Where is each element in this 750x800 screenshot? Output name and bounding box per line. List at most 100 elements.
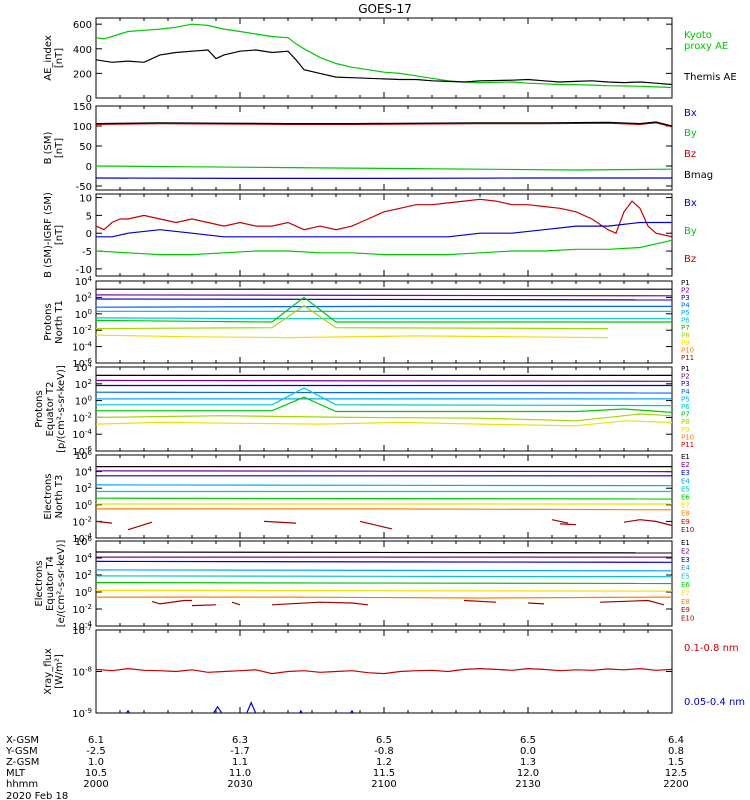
legend-entry: P3 xyxy=(681,380,690,388)
legend-entry: P10 xyxy=(681,347,694,355)
legend-entry: P9 xyxy=(681,339,690,347)
y-tick-label: 106 xyxy=(75,449,93,462)
footer-value: 2000 xyxy=(83,779,108,790)
legend-entry: E10 xyxy=(681,526,694,534)
footer-value: 6.4 xyxy=(668,735,684,746)
series-line-e8 xyxy=(96,596,672,599)
footer-value: 12.0 xyxy=(517,768,539,779)
panel-bigrf: -10 -5 0 5 10 B (SM)-IGRF (SM) [nT] Bx By Bz xyxy=(43,192,697,278)
series-line-p7 xyxy=(96,296,672,323)
legend-entry: P1 xyxy=(681,279,690,287)
y-tick-label: 104 xyxy=(75,275,93,288)
legend-entry: E9 xyxy=(681,518,690,526)
series-line-e7 xyxy=(96,589,672,592)
footer-value: 12.5 xyxy=(665,768,687,779)
series-line-p7 xyxy=(96,396,672,413)
legend-entry: E8 xyxy=(681,510,690,518)
footer-ephemeris: X-GSM 6.1 6.3 6.5 6.5 6.4 Y-GSM -2.5 -1.7 -0.8 0.0… xyxy=(5,735,689,800)
y-axis-label: [nT] xyxy=(54,225,65,245)
series-group xyxy=(96,667,672,713)
legend-entry: P11 xyxy=(681,354,694,362)
series-line-e2 xyxy=(96,470,672,473)
series-line-e9e xyxy=(551,519,569,524)
y-axis-label: AE_index xyxy=(43,35,54,81)
y-tick-label: 5 xyxy=(86,211,92,222)
legend-entry: Bz xyxy=(684,254,696,265)
legend-entry: E2 xyxy=(681,547,690,555)
footer-value: 2130 xyxy=(515,779,540,790)
series-line-e6 xyxy=(96,581,672,585)
legend-entry: proxy AE xyxy=(684,41,728,52)
footer-value: 0.8 xyxy=(668,746,684,757)
legend-entry: E4 xyxy=(681,477,690,485)
footer-value: 2100 xyxy=(371,779,396,790)
footer-value: -1.7 xyxy=(230,746,250,757)
footer-value: 1.3 xyxy=(520,757,536,768)
legend-entry: P7 xyxy=(681,324,690,332)
footer-value: 6.5 xyxy=(376,735,392,746)
y-axis-label: Equator T2 xyxy=(45,382,56,437)
legend-entry: E3 xyxy=(681,556,690,564)
footer-value: -2.5 xyxy=(86,746,106,757)
legend-entry: 0.1-0.8 nm xyxy=(684,643,739,654)
footer-value: 1.1 xyxy=(232,757,248,768)
series-line-p4 xyxy=(96,391,672,394)
legend-entry: E4 xyxy=(681,564,690,572)
series-line-by xyxy=(96,239,672,256)
y-axis-label: [e/(cm²-s-sr-keV)] xyxy=(56,540,67,628)
legend-entry: P4 xyxy=(681,388,690,396)
series-line-e9d xyxy=(271,601,369,606)
y-tick-label: 10-4 xyxy=(72,341,92,354)
legend-entry: Bz xyxy=(684,149,696,160)
legend-entry: P5 xyxy=(681,395,690,403)
series-line-p2 xyxy=(96,379,672,382)
y-axis-label: Protons xyxy=(43,303,54,340)
y-tick-label: 100 xyxy=(75,308,92,321)
y-tick-label: 100 xyxy=(75,499,92,512)
legend-entry: P8 xyxy=(681,418,690,426)
y-tick-label: 104 xyxy=(75,466,93,479)
legend-entry: E1 xyxy=(681,539,690,547)
series-line-e8 xyxy=(96,508,672,511)
y-tick-label: 10-2 xyxy=(72,411,92,424)
panel-frame xyxy=(95,193,673,277)
series-line-bmag xyxy=(96,121,672,127)
y-tick-label: 10-2 xyxy=(72,515,92,528)
series-group xyxy=(96,466,672,531)
y-tick-label: -10 xyxy=(76,265,92,276)
footer-row-label: Y-GSM xyxy=(5,746,38,757)
y-tick-label: 104 xyxy=(75,552,93,565)
y-tick-label: 10-7 xyxy=(72,624,92,637)
panel-frame xyxy=(95,629,673,714)
series-line-e9e xyxy=(463,599,497,603)
footer-value: 10.5 xyxy=(85,768,107,779)
legend-entry: E6 xyxy=(681,494,690,502)
series-line-p6 xyxy=(96,387,672,407)
footer-value: 2200 xyxy=(663,779,688,790)
legend-entry: E6 xyxy=(681,581,690,589)
legend-entry: E9 xyxy=(681,606,690,614)
series-line-e9d xyxy=(359,520,393,530)
series-line-bx xyxy=(96,221,672,238)
footer-value: 6.3 xyxy=(232,735,248,746)
panel-bsm: -50 0 50 100 150 B (SM) [nT] Bx By Bz Bmag xyxy=(43,102,713,193)
legend-entry: E7 xyxy=(681,502,690,510)
panel-frame xyxy=(95,105,673,191)
y-tick-label: 100 xyxy=(75,395,92,408)
panel-xray: 10-9 10-8 10-7 Xray_flux [W/m²] 0.1-0.8 nm 0.0… xyxy=(43,624,745,720)
legend-entry: P5 xyxy=(681,309,690,317)
series-group xyxy=(96,374,672,427)
y-tick-label: -50 xyxy=(76,182,92,193)
legend-entry: P4 xyxy=(681,302,690,310)
series-line-e9b xyxy=(191,604,217,607)
legend-entry: P11 xyxy=(681,441,694,449)
y-axis-label: Electrons xyxy=(43,473,54,519)
series-line-0-05-0-4-nm xyxy=(125,701,354,713)
footer-value: 2030 xyxy=(227,779,252,790)
legend-entry: 0.05-0.4 nm xyxy=(684,697,745,708)
y-tick-label: 102 xyxy=(75,569,92,582)
y-tick-label: 10-8 xyxy=(72,666,92,679)
legend-entry: E3 xyxy=(681,469,690,477)
